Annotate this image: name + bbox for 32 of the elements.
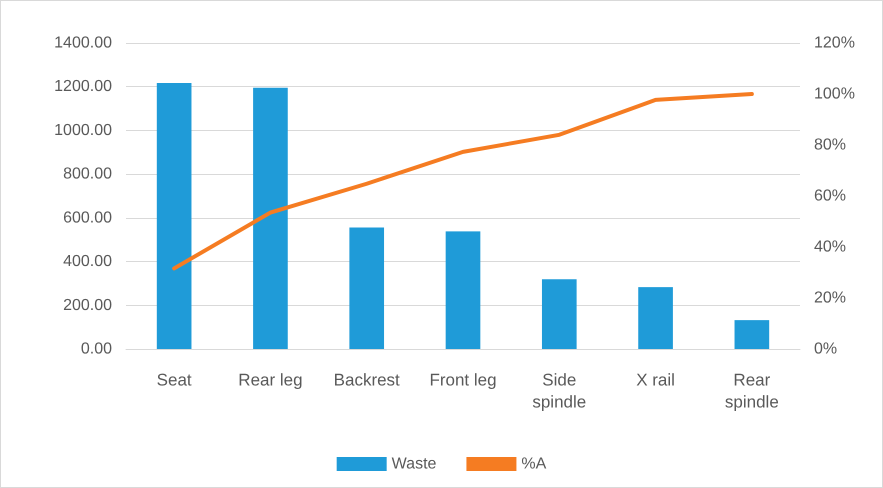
- y2-tick-label: 60%: [814, 188, 846, 204]
- y-tick-label: 800.00: [63, 166, 112, 183]
- y2-tick-label: 120%: [814, 34, 855, 52]
- y-tick-label: 1200.00: [54, 78, 112, 96]
- bar: [156, 83, 192, 349]
- y2-tick-label: 0%: [814, 340, 838, 358]
- x-tick-label: X rail: [636, 370, 675, 390]
- bar: [734, 320, 770, 349]
- x-tick-label: Seat: [156, 370, 192, 390]
- legend-label: Waste: [392, 456, 437, 472]
- legend-label: %A: [521, 456, 547, 472]
- y-tick-label: 400.00: [63, 253, 112, 270]
- y-tick-label: 1400.00: [54, 34, 112, 52]
- y2-tick-label: 80%: [814, 136, 846, 154]
- x-tick-label: Rear leg: [238, 370, 303, 390]
- x-tick-label: Front leg: [429, 370, 497, 390]
- y2-tick-label: 40%: [814, 238, 846, 256]
- y-tick-label: 200.00: [63, 296, 112, 314]
- bar: [638, 287, 673, 349]
- bar: [253, 88, 288, 349]
- y2-tick-label: 20%: [814, 290, 846, 306]
- y2-tick-label: 100%: [814, 86, 855, 102]
- bar: [349, 227, 384, 349]
- y-tick-label: 0.00: [80, 340, 112, 358]
- x-tick-label: Backrest: [334, 370, 400, 390]
- x-tick-label: Side spindle: [532, 370, 586, 412]
- bar: [446, 231, 480, 349]
- bar: [542, 279, 577, 349]
- line-series: [172, 92, 754, 270]
- y-tick-label: 1000.00: [54, 122, 112, 139]
- y-tick-label: 600.00: [63, 209, 112, 226]
- x-tick-label: Rear spindle: [724, 370, 779, 412]
